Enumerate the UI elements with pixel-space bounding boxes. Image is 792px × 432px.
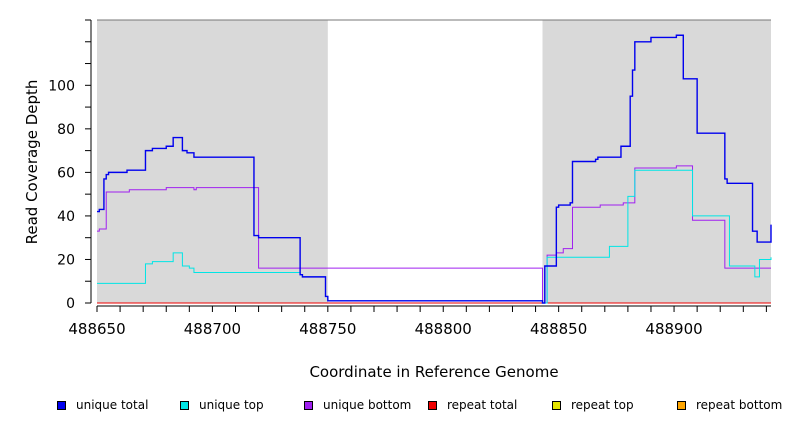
x-axis-label: Coordinate in Reference Genome	[309, 363, 558, 381]
x-tick-label: 488650	[68, 320, 125, 338]
series-line-unique-total	[97, 34, 772, 304]
legend-item: repeat top	[552, 398, 634, 412]
y-tick-label: 0	[66, 296, 75, 312]
legend-swatch	[57, 400, 66, 410]
y-tick-label: 100	[48, 78, 75, 94]
legend-label: repeat top	[571, 398, 634, 412]
y-tick-label: 80	[57, 122, 75, 138]
legend-label: unique top	[199, 398, 264, 412]
y-tick-label: 60	[57, 165, 75, 181]
legend-swatch	[552, 400, 561, 410]
x-tick-label: 488900	[645, 320, 702, 338]
legend-swatch	[304, 400, 313, 410]
y-tick-label: 20	[57, 252, 75, 268]
legend-item: repeat bottom	[677, 398, 782, 412]
legend-item: unique total	[57, 398, 148, 412]
legend-item: unique top	[180, 398, 264, 412]
legend-swatch	[677, 400, 686, 410]
series-line-unique-bottom	[97, 165, 771, 304]
x-tick-label: 488850	[530, 320, 587, 338]
legend-swatch	[428, 400, 437, 410]
shaded-region-0	[97, 20, 328, 303]
series-layer	[97, 34, 772, 304]
x-tick-label: 488800	[415, 320, 472, 338]
x-tick-label: 488750	[299, 320, 356, 338]
legend-label: unique bottom	[323, 398, 412, 412]
legend-item: repeat total	[428, 398, 517, 412]
legend-label: unique total	[76, 398, 149, 412]
legend-item: unique bottom	[304, 398, 411, 412]
y-axis-label: Read Coverage Depth	[23, 80, 41, 245]
legend-label: repeat total	[447, 398, 518, 412]
legend: unique total unique top unique bottom repea…	[0, 398, 792, 420]
x-axis: 488650 488700 488750 488800 488850 488900	[68, 305, 771, 338]
x-tick-label: 488700	[184, 320, 241, 338]
y-tick-label: 40	[57, 209, 75, 225]
legend-label: repeat bottom	[696, 398, 783, 412]
y-axis: 0 20 40 60 80 100	[48, 19, 92, 312]
legend-swatch	[180, 400, 189, 410]
